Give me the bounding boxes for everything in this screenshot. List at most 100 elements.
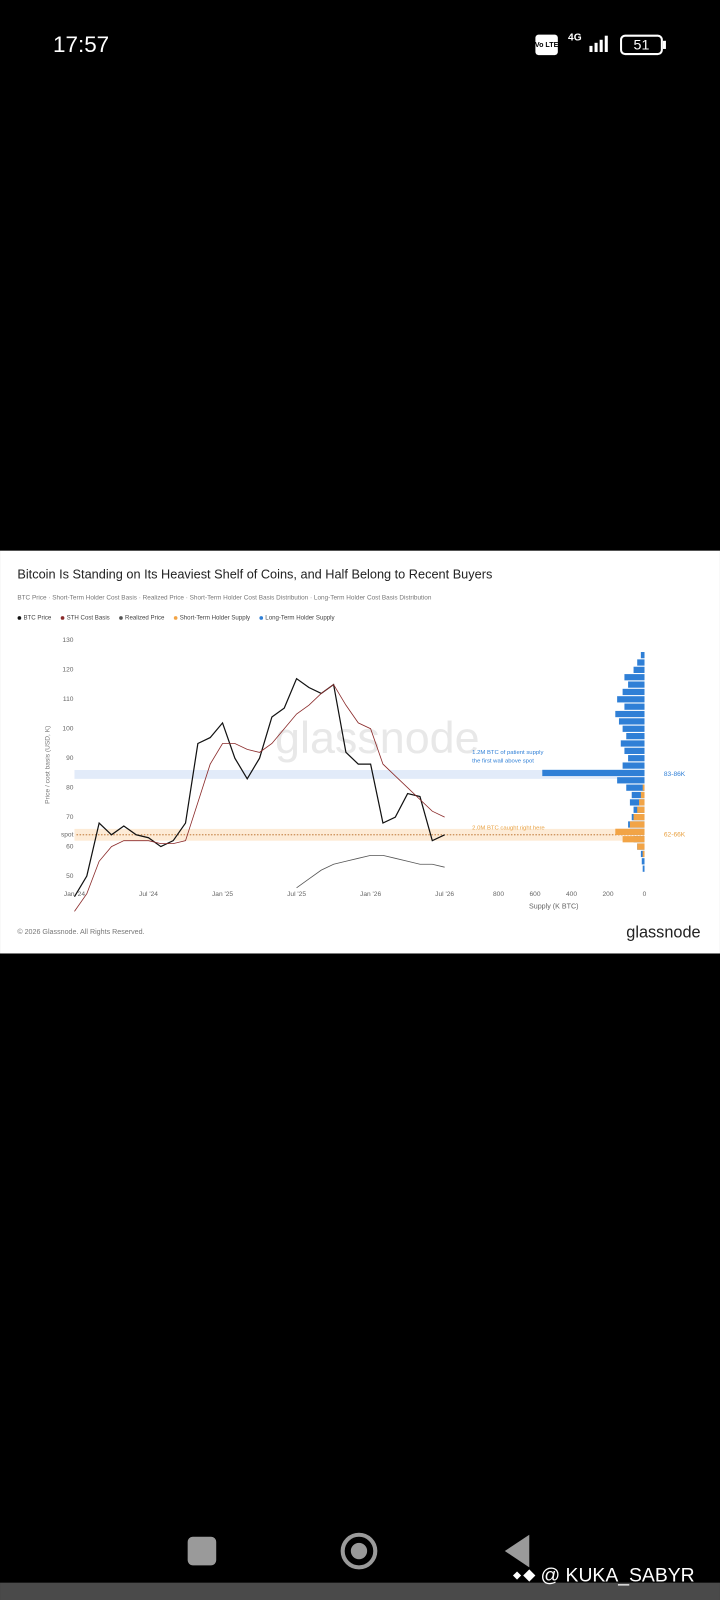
supply-bar xyxy=(637,843,645,850)
supply-bar xyxy=(640,652,645,659)
signal-bar xyxy=(599,39,603,53)
legend-dot xyxy=(17,616,22,620)
supply-bar xyxy=(633,813,645,821)
supply-bar xyxy=(542,769,645,777)
legend-dot xyxy=(60,616,65,620)
series-line xyxy=(74,683,445,912)
supply-bar xyxy=(618,718,645,725)
supply-bar xyxy=(617,777,645,784)
supply-bar xyxy=(642,784,645,791)
y-axis-label: Price / cost basis (USD, K) xyxy=(45,726,52,804)
clock: 17:57 xyxy=(53,32,109,57)
supply-bar xyxy=(641,858,645,865)
supply-bar xyxy=(642,850,645,858)
series-line xyxy=(73,677,445,897)
supply-bar xyxy=(629,799,645,806)
x-tick-label: Jan '26 xyxy=(360,891,381,898)
y-tick-label: 120 xyxy=(62,667,73,674)
plot: 83-86K 62-66K 50 60 spot 70 80 90 100 110 120 130 Ja… xyxy=(61,637,686,912)
back-button[interactable] xyxy=(504,1534,530,1568)
supply-bar xyxy=(615,828,645,835)
supply-bar xyxy=(626,784,645,791)
y-tick-label: 80 xyxy=(66,784,74,791)
legend-label: Short-Term Holder Supply xyxy=(180,615,251,622)
band-label: 62-66K xyxy=(664,832,686,839)
battery-level: 51 xyxy=(634,38,650,54)
x-tick-label: Jan '25 xyxy=(212,891,233,898)
legend-label: BTC Price xyxy=(23,615,51,622)
supply-bar xyxy=(640,791,645,799)
x-tick-label: 0 xyxy=(643,891,647,898)
volte-badge xyxy=(535,34,558,56)
battery-tip xyxy=(662,40,666,49)
signal-bar xyxy=(594,42,598,53)
supply-bar xyxy=(622,836,645,843)
supply-bar xyxy=(628,755,645,762)
y-tick-label: 100 xyxy=(62,726,73,733)
recents-button[interactable] xyxy=(187,1536,217,1566)
home-button-dot xyxy=(350,1542,368,1560)
y-tick-label: 90 xyxy=(66,755,74,762)
legend-dot xyxy=(259,616,264,620)
watermark-icon xyxy=(512,1569,536,1582)
x-tick-label: Jul '24 xyxy=(139,891,158,898)
supply-bar xyxy=(615,710,645,718)
supply-bar xyxy=(633,666,645,673)
supply-bar xyxy=(637,806,645,813)
copyright: © 2026 Glassnode. All Rights Reserved. xyxy=(17,928,144,936)
supply-bar xyxy=(622,688,645,696)
signal-bar xyxy=(604,35,608,53)
home-button[interactable] xyxy=(340,1532,378,1570)
y-tick-label: 60 xyxy=(66,843,74,850)
supply-bar xyxy=(624,674,645,681)
x-tick-label: Jul '25 xyxy=(287,891,306,898)
supply-bar xyxy=(626,733,645,740)
supply-bar xyxy=(624,703,645,710)
supply-bar xyxy=(642,865,645,872)
x-tick-label: 800 xyxy=(493,891,504,898)
supply-bar xyxy=(637,659,645,666)
legend-label: STH Cost Basis xyxy=(67,615,110,622)
legend-dot xyxy=(173,616,178,620)
legend-label: Realized Price xyxy=(125,615,165,622)
supply-bar xyxy=(639,799,645,806)
annotation: 2.0M BTC caught right here xyxy=(472,826,545,832)
bottom-strip xyxy=(0,1582,720,1600)
annotation: 1.2M BTC of patient supply xyxy=(472,750,543,756)
legend-label: Long-Term Holder Supply xyxy=(265,615,335,622)
supply-bar xyxy=(629,821,645,828)
chart-subtitle: BTC Price · Short-Term Holder Cost Basis… xyxy=(17,594,431,601)
supply-bar xyxy=(622,762,645,769)
supply-bar xyxy=(628,681,645,688)
y-tick-label: 110 xyxy=(63,696,74,703)
x-tick-label: 400 xyxy=(566,891,577,898)
battery xyxy=(620,34,663,56)
supply-bar xyxy=(617,696,645,703)
signal-bar xyxy=(589,45,593,53)
watermark: @ KUKA_SABYR xyxy=(540,1565,694,1587)
x-tick-label: Jul '26 xyxy=(435,891,454,898)
legend-dot xyxy=(119,616,123,620)
volte: Vo LTE xyxy=(535,41,559,49)
y-tick-label: 130 xyxy=(62,637,73,644)
band-label: 83-86K xyxy=(664,771,686,778)
chart-watermark: glassnode xyxy=(275,712,480,763)
status-icons: Vo LTE 4G 51 xyxy=(535,32,666,56)
x-tick-label: 600 xyxy=(529,891,540,898)
logo: glassnode xyxy=(626,923,700,941)
supply-bar xyxy=(631,791,645,799)
y-tick-label: 50 xyxy=(66,873,74,880)
annotation: the first wall above spot xyxy=(472,758,534,764)
network-type: 4G xyxy=(568,32,582,43)
band xyxy=(74,770,645,779)
y-tick-label: spot xyxy=(61,832,74,839)
supply-bar xyxy=(620,740,645,747)
chart-title: Bitcoin Is Standing on Its Heaviest Shel… xyxy=(17,567,492,582)
supply-bar xyxy=(624,747,645,754)
series-line xyxy=(296,854,445,889)
supply-bar xyxy=(622,725,645,732)
legend: BTC Price STH Cost Basis Realized Price Sho… xyxy=(17,615,336,622)
x-tick-label: 200 xyxy=(602,891,613,898)
